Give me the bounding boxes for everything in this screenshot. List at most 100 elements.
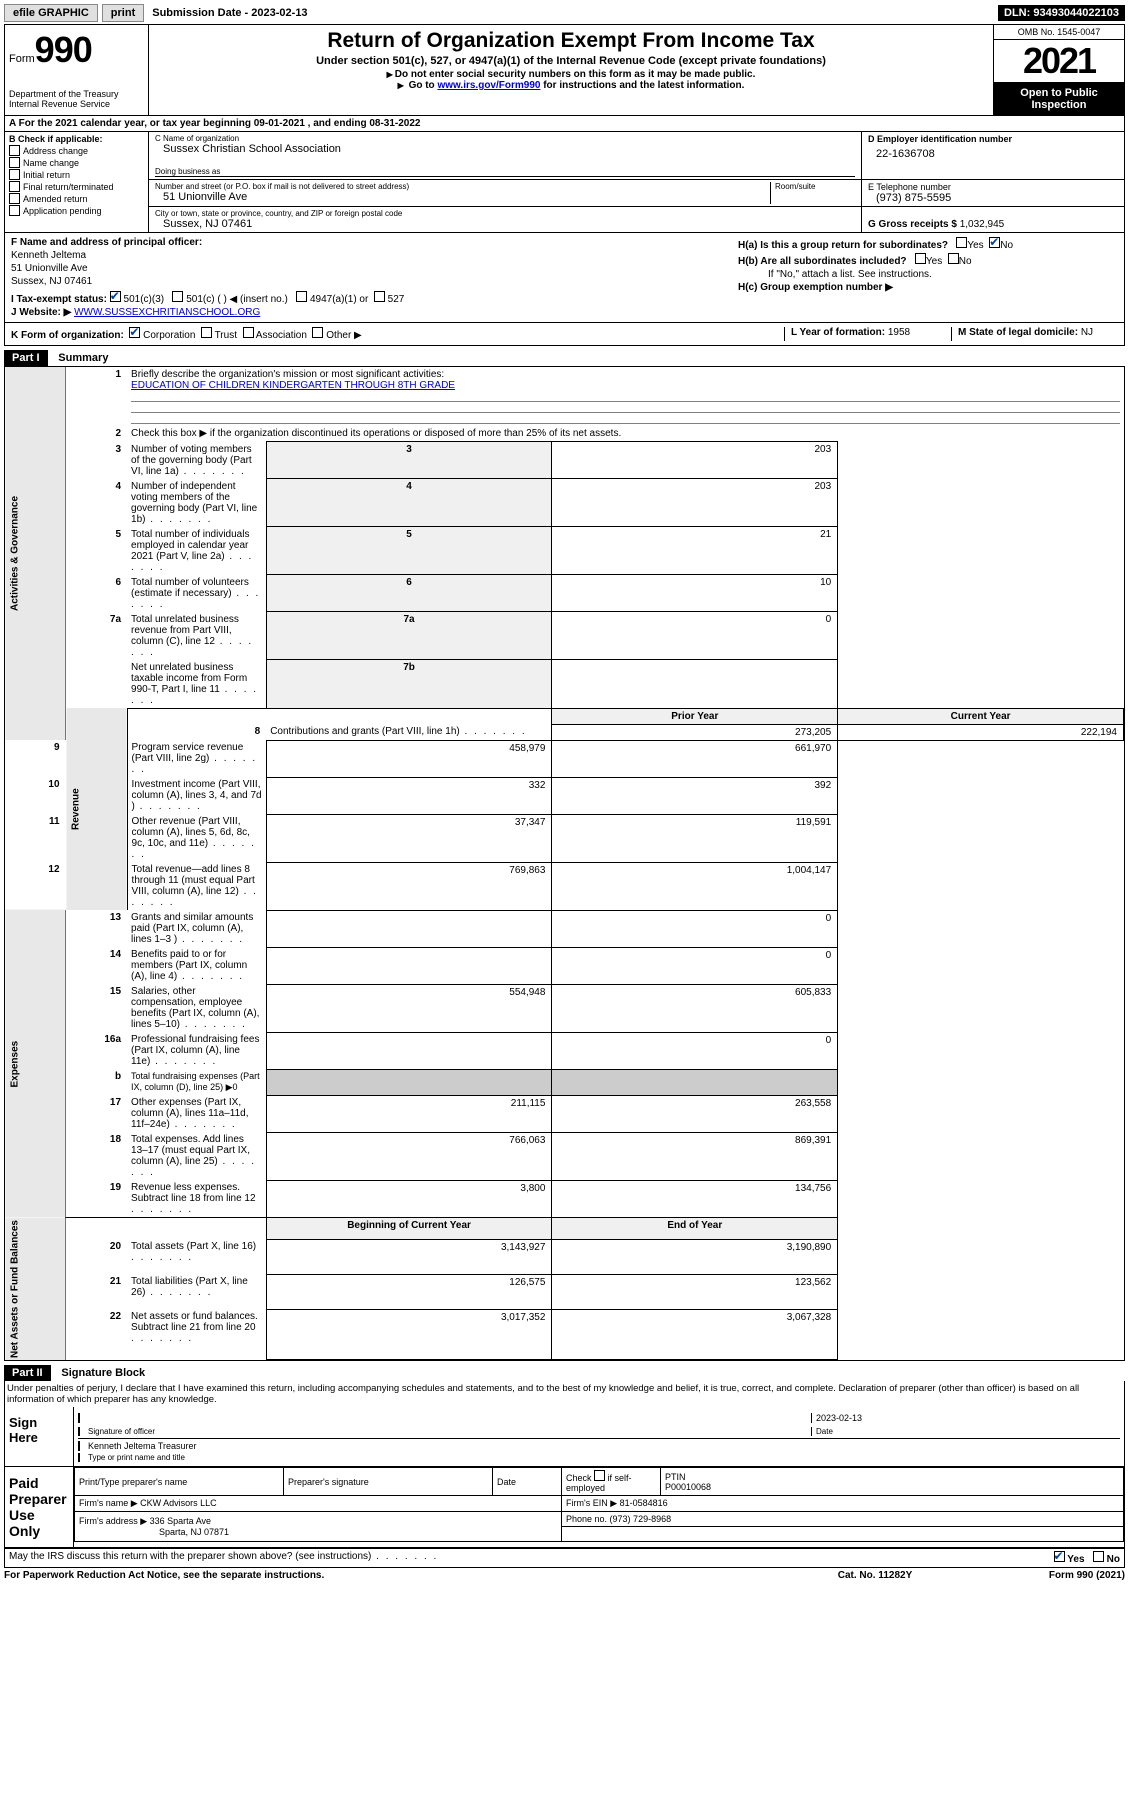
current-value: 119,591 xyxy=(552,814,838,862)
chk-discuss-yes[interactable] xyxy=(1054,1551,1065,1562)
instr-goto: Go to www.irs.gov/Form990 for instructio… xyxy=(157,80,985,91)
sign-date: 2023-02-13 xyxy=(811,1413,1120,1423)
prep-sig-header: Preparer's signature xyxy=(284,1468,493,1496)
state-domicile: NJ xyxy=(1081,327,1093,338)
chk-discuss-no[interactable] xyxy=(1093,1551,1104,1562)
street-label: Number and street (or P.O. box if mail i… xyxy=(155,182,770,191)
prior-value: 554,948 xyxy=(266,984,552,1032)
phone-label: E Telephone number xyxy=(868,182,1118,192)
firm-name-cell: Firm's name ▶ CKW Advisors LLC xyxy=(75,1496,562,1512)
chk-trust[interactable] xyxy=(201,327,212,338)
prior-value: 3,800 xyxy=(266,1180,552,1218)
chk-initial-return[interactable] xyxy=(9,169,20,180)
chk-association[interactable] xyxy=(243,327,254,338)
ein-label: D Employer identification number xyxy=(868,134,1118,144)
prior-value: 458,979 xyxy=(266,740,552,777)
prior-value xyxy=(266,947,552,984)
gross-value: 1,032,945 xyxy=(960,219,1005,230)
form-word: Form xyxy=(9,53,35,65)
chk-self-employed[interactable] xyxy=(594,1470,605,1481)
current-value: 0 xyxy=(552,910,838,947)
form-footer: Form 990 (2021) xyxy=(975,1570,1125,1581)
paid-preparer-label: Paid Preparer Use Only xyxy=(5,1467,74,1547)
line-box: 5 xyxy=(266,527,552,575)
type-name-label: Type or print name and title xyxy=(78,1453,1120,1462)
sign-here-label: Sign Here xyxy=(5,1407,74,1466)
line-box: 6 xyxy=(266,575,552,612)
line-value: 203 xyxy=(552,442,838,479)
line-value: 0 xyxy=(552,612,838,660)
chk-application-pending[interactable] xyxy=(9,205,20,216)
pra-notice: For Paperwork Reduction Act Notice, see … xyxy=(4,1570,775,1581)
end-value: 3,190,890 xyxy=(552,1239,838,1274)
efile-button[interactable]: efile GRAPHIC xyxy=(4,4,98,22)
irs-link[interactable]: www.irs.gov/Form990 xyxy=(437,80,540,91)
form-number: 990 xyxy=(35,29,92,70)
chk-corporation[interactable] xyxy=(129,327,140,338)
col-begin-year: Beginning of Current Year xyxy=(266,1218,552,1240)
current-value: 661,970 xyxy=(552,740,838,777)
firm-ein-cell: Firm's EIN ▶ 81-0584816 xyxy=(562,1496,1124,1512)
section-revenue: Revenue xyxy=(66,708,128,910)
form-subtitle: Under section 501(c), 527, or 4947(a)(1)… xyxy=(157,55,985,67)
section-expenses: Expenses xyxy=(5,910,66,1218)
line-box: 7b xyxy=(266,660,552,709)
end-value: 3,067,328 xyxy=(552,1309,838,1359)
dept-label: Department of the Treasury xyxy=(9,89,144,99)
open-public-badge: Open to Public Inspection xyxy=(994,83,1124,115)
line-box: 4 xyxy=(266,479,552,527)
chk-address-change[interactable] xyxy=(9,145,20,156)
current-value: 0 xyxy=(552,947,838,984)
chk-501c[interactable] xyxy=(172,291,183,302)
line-value: 203 xyxy=(552,479,838,527)
chk-amended-return[interactable] xyxy=(9,193,20,204)
street-value: 51 Unionville Ave xyxy=(155,191,770,203)
print-button[interactable]: print xyxy=(102,4,144,22)
phone-value: (973) 875-5595 xyxy=(868,192,1118,204)
prior-value xyxy=(266,1032,552,1069)
officer-name: Kenneth Jeltema xyxy=(11,250,726,261)
website-link[interactable]: WWW.SUSSEXCHRITIANSCHOOL.ORG xyxy=(74,307,260,318)
prior-value: 766,063 xyxy=(266,1132,552,1180)
section-net-assets: Net Assets or Fund Balances xyxy=(5,1218,66,1360)
officer-name-title: Kenneth Jeltema Treasurer xyxy=(78,1441,1120,1451)
discuss-row: May the IRS discuss this return with the… xyxy=(4,1548,1125,1568)
chk-501c3[interactable] xyxy=(110,291,121,302)
section-bcd: B Check if applicable: Address change Na… xyxy=(4,132,1125,233)
officer-street: 51 Unionville Ave xyxy=(11,263,726,274)
line-value: 21 xyxy=(552,527,838,575)
current-value: 392 xyxy=(552,777,838,814)
org-name-label: C Name of organization xyxy=(155,134,855,143)
chk-hb-yes[interactable] xyxy=(915,253,926,264)
submission-date-label: Submission Date - 2023-02-13 xyxy=(148,7,311,19)
chk-4947[interactable] xyxy=(296,291,307,302)
prep-name-header: Print/Type preparer's name xyxy=(75,1468,284,1496)
chk-final-return[interactable] xyxy=(9,181,20,192)
current-value: 869,391 xyxy=(552,1132,838,1180)
penalty-statement: Under penalties of perjury, I declare th… xyxy=(4,1381,1125,1407)
chk-other[interactable] xyxy=(312,327,323,338)
officer-city: Sussex, NJ 07461 xyxy=(11,276,726,287)
prior-value: 273,205 xyxy=(552,724,838,740)
firm-phone-cell: Phone no. (973) 729-8968 xyxy=(562,1512,1124,1527)
sig-date-label: Date xyxy=(811,1427,1120,1436)
part-ii-header: Part II Signature Block xyxy=(4,1361,1125,1381)
col-end-year: End of Year xyxy=(552,1218,838,1240)
line-box: 3 xyxy=(266,442,552,479)
chk-name-change[interactable] xyxy=(9,157,20,168)
cat-number: Cat. No. 11282Y xyxy=(775,1570,975,1581)
chk-ha-yes[interactable] xyxy=(956,237,967,248)
chk-hb-no[interactable] xyxy=(948,253,959,264)
current-value: 605,833 xyxy=(552,984,838,1032)
chk-ha-no[interactable] xyxy=(989,237,1000,248)
prior-value: 37,347 xyxy=(266,814,552,862)
chk-527[interactable] xyxy=(374,291,385,302)
prior-value: 332 xyxy=(266,777,552,814)
dba-label: Doing business as xyxy=(155,161,855,177)
gross-label: G Gross receipts $ xyxy=(868,219,960,230)
prep-self-employed: Check if self-employed xyxy=(562,1468,661,1496)
year-formation: 1958 xyxy=(888,327,910,338)
begin-value: 3,017,352 xyxy=(266,1309,552,1359)
line-value: 10 xyxy=(552,575,838,612)
top-bar: efile GRAPHIC print Submission Date - 20… xyxy=(4,4,1125,22)
